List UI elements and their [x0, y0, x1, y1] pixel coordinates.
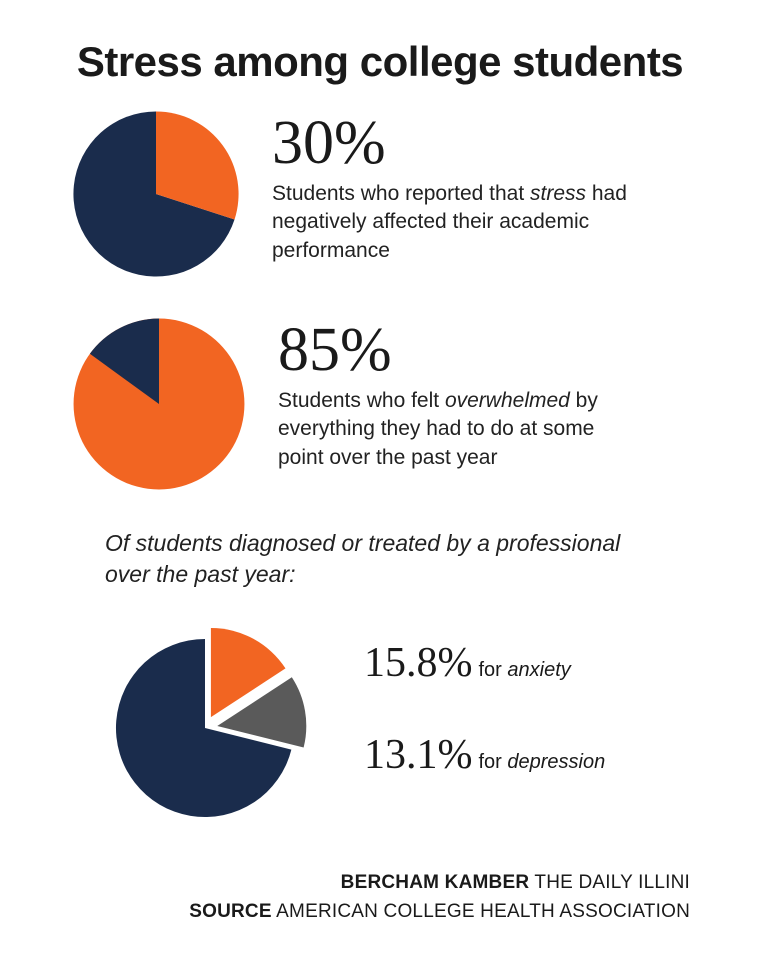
pie-chart-icon	[70, 315, 248, 493]
diag-depression-label: for depression	[479, 751, 606, 774]
pie-overwhelmed	[70, 315, 248, 498]
diag-depression-percent: 13.1%	[364, 734, 473, 776]
credits: BERCHAM KAMBER THE DAILY ILLINI SOURCE A…	[50, 869, 690, 926]
stat-stress: 30% Students who reported that stress ha…	[50, 108, 710, 285]
stat-overwhelmed: 85% Students who felt overwhelmed by eve…	[50, 315, 710, 498]
diagnosed-subhead: Of students diagnosed or treated by a pr…	[105, 528, 670, 590]
stat-diagnosed: 15.8% for anxiety 13.1% for depression	[70, 608, 710, 853]
source-line: SOURCE AMERICAN COLLEGE HEALTH ASSOCIATI…	[50, 898, 690, 927]
diag-anxiety-percent: 15.8%	[364, 642, 473, 684]
pie-chart-icon	[70, 108, 242, 280]
byline: BERCHAM KAMBER THE DAILY ILLINI	[50, 869, 690, 898]
stat-stress-percent: 30%	[272, 112, 710, 174]
pie-chart-icon	[80, 608, 330, 848]
stat-overwhelmed-percent: 85%	[278, 319, 710, 381]
stat-stress-desc: Students who reported that stress had ne…	[272, 180, 632, 265]
page-title: Stress among college students	[50, 38, 710, 86]
diag-anxiety-label: for anxiety	[479, 659, 571, 682]
diag-depression: 13.1% for depression	[364, 734, 710, 776]
stat-overwhelmed-desc: Students who felt overwhelmed by everyth…	[278, 387, 638, 472]
diag-anxiety: 15.8% for anxiety	[364, 642, 710, 684]
pie-stress	[70, 108, 242, 285]
pie-diagnosed	[80, 608, 330, 853]
